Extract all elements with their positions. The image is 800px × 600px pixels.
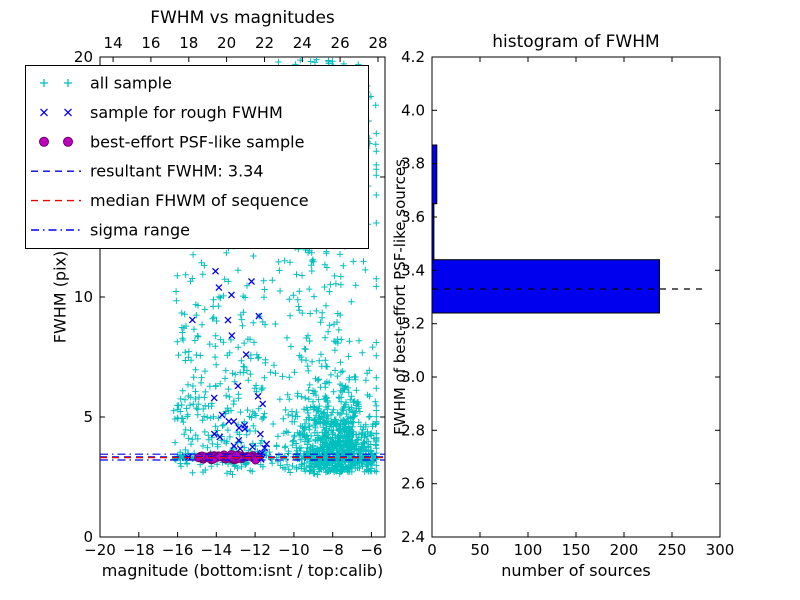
right-plot: 0 50 100 150 200 250 300 2.4 2.6 2.8 3.0 3.2 3.4 3.6 3… [401,48,734,559]
legend-marker-plus-icon [40,79,48,87]
right-ytick-label: 3.4 [401,261,425,279]
left-xtick-label: −20 [84,541,116,559]
left-top-xtick-label: 18 [179,34,198,52]
left-ytick-label: 10 [74,288,93,306]
left-yaxis-label: FWHM (pix) [50,250,70,344]
right-ytick-label: 2.8 [401,421,425,439]
right-ytick-label: 3.0 [401,368,425,386]
right-ytick-label: 4.2 [401,48,425,66]
series-1 [184,267,271,463]
right-ytick-label: 3.8 [401,155,425,173]
left-plot: −20 −18 −16 −14 −12 −10 −8 −6 14 16 18 20 22 24 26 28 0 5… [74,34,388,559]
right-ytick-label: 4.0 [401,101,425,119]
left-xtick-label: −14 [200,541,232,559]
histogram-bar [431,259,660,314]
legend-label: median FHWM of sequence [90,191,309,210]
left-xtick-label: −10 [278,541,310,559]
legend-label: best-effort PSF-like sample [90,132,304,151]
right-ytick-label: 3.6 [401,208,425,226]
left-top-xtick-label: 26 [331,34,350,52]
left-top-xtick-label: 24 [293,34,312,52]
legend: all sample sample for rough FWHM best-effo… [25,65,369,249]
right-xtick-label: 100 [514,541,543,559]
right-xtick-label: 300 [706,541,735,559]
left-xtick-label: −8 [322,541,344,559]
right-xtick-label: 50 [470,541,489,559]
histogram-bar [431,144,438,205]
left-top-xtick-label: 14 [104,34,123,52]
left-top-xtick-label: 20 [217,34,236,52]
legend-label: resultant FWHM: 3.34 [90,162,264,181]
left-plot-title: FWHM vs magnitudes [150,8,335,28]
left-top-xtick-label: 22 [255,34,274,52]
legend-marker-plus-icon [64,79,72,87]
legend-box [25,65,369,249]
left-xtick-label: −16 [162,541,194,559]
right-xtick-label: 0 [427,541,437,559]
right-ytick-label: 3.2 [401,315,425,333]
right-plot-title: histogram of FWHM [492,32,660,52]
left-ytick-label: 0 [83,528,93,546]
left-top-xtick-label: 28 [368,34,387,52]
right-xaxis-label: number of sources [501,561,651,580]
series-psf-sample [194,450,263,465]
legend-marker-x-icon [40,108,48,117]
left-plot-data [100,57,385,478]
legend-marker-circle-icon [63,136,73,147]
right-ytick-label: 2.6 [401,475,425,493]
legend-label: sigma range [90,221,190,240]
legend-label: all sample [90,74,172,93]
right-yaxis-label: FWHM of best-effort PSF-like sources [391,159,409,435]
left-xtick-label: −6 [360,541,382,559]
right-xtick-label: 200 [610,541,639,559]
right-xtick-label: 150 [562,541,591,559]
left-ytick-label: 5 [83,408,93,426]
left-ytick-label: 20 [74,48,93,66]
legend-marker-x-icon [64,108,72,117]
right-ytick-label: 2.4 [401,528,425,546]
legend-marker-circle-icon [39,136,49,147]
left-xaxis-label: magnitude (bottom:isnt / top:calib) [101,561,384,580]
left-top-xtick-label: 16 [141,34,160,52]
left-xtick-label: −18 [123,541,155,559]
right-xtick-label: 250 [658,541,687,559]
legend-label: sample for rough FWHM [90,103,283,122]
left-xtick-label: −12 [239,541,271,559]
